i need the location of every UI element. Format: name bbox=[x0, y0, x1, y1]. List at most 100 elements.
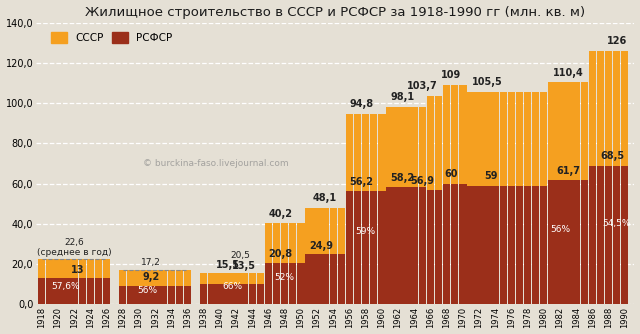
Bar bbox=[346, 191, 353, 304]
Bar bbox=[305, 254, 313, 304]
Text: 103,7: 103,7 bbox=[407, 81, 438, 91]
Text: 105,5: 105,5 bbox=[472, 77, 502, 87]
Bar bbox=[273, 223, 280, 263]
Bar bbox=[580, 82, 588, 180]
Bar bbox=[435, 190, 442, 304]
Bar bbox=[524, 92, 531, 186]
Bar bbox=[467, 186, 475, 304]
Text: 61,7: 61,7 bbox=[556, 166, 580, 176]
Bar bbox=[476, 92, 483, 186]
Bar bbox=[208, 284, 216, 304]
Bar bbox=[168, 270, 175, 286]
Bar bbox=[540, 92, 547, 186]
Bar bbox=[338, 207, 345, 254]
Bar bbox=[378, 191, 385, 304]
Bar bbox=[70, 259, 78, 278]
Bar bbox=[613, 166, 620, 304]
Bar bbox=[305, 207, 313, 254]
Bar bbox=[297, 223, 305, 263]
Bar bbox=[79, 278, 86, 304]
Bar bbox=[483, 186, 491, 304]
Text: 20,8: 20,8 bbox=[269, 249, 292, 259]
Bar bbox=[152, 286, 159, 304]
Bar bbox=[508, 186, 515, 304]
Bar bbox=[540, 186, 547, 304]
Text: 52%: 52% bbox=[275, 273, 294, 282]
Bar bbox=[386, 107, 394, 187]
Text: 56,9: 56,9 bbox=[410, 176, 435, 186]
Text: 48,1: 48,1 bbox=[313, 193, 337, 203]
Bar bbox=[516, 186, 523, 304]
Bar bbox=[38, 259, 45, 278]
Text: 68,5: 68,5 bbox=[600, 151, 625, 161]
Text: 54,5%: 54,5% bbox=[602, 219, 631, 228]
Bar bbox=[257, 273, 264, 284]
Bar bbox=[427, 96, 434, 190]
Bar bbox=[589, 51, 596, 166]
Bar bbox=[127, 286, 134, 304]
Bar bbox=[580, 180, 588, 304]
Bar bbox=[459, 85, 467, 184]
Text: 56%: 56% bbox=[550, 225, 570, 234]
Bar bbox=[572, 180, 580, 304]
Bar bbox=[403, 107, 410, 187]
Bar bbox=[589, 166, 596, 304]
Bar bbox=[281, 263, 289, 304]
Text: © burckina-faso.livejournal.com: © burckina-faso.livejournal.com bbox=[143, 159, 289, 168]
Title: Жилищное строительство в СССР и РСФСР за 1918-1990 гг (млн. кв. м): Жилищное строительство в СССР и РСФСР за… bbox=[85, 6, 586, 19]
Bar bbox=[492, 186, 499, 304]
Bar bbox=[119, 286, 127, 304]
Bar bbox=[103, 259, 110, 278]
Bar bbox=[184, 270, 191, 286]
Bar bbox=[38, 278, 45, 304]
Bar bbox=[354, 114, 361, 191]
Text: 40,2: 40,2 bbox=[269, 209, 292, 219]
Text: 15,5: 15,5 bbox=[216, 260, 240, 270]
Bar bbox=[257, 284, 264, 304]
Bar bbox=[127, 270, 134, 286]
Bar bbox=[321, 207, 329, 254]
Bar bbox=[524, 186, 531, 304]
Text: 109: 109 bbox=[440, 70, 461, 80]
Text: 56%: 56% bbox=[137, 286, 157, 295]
Bar bbox=[394, 107, 402, 187]
Bar bbox=[572, 82, 580, 180]
Text: 57,6%: 57,6% bbox=[52, 282, 81, 291]
Bar bbox=[556, 82, 564, 180]
Bar bbox=[86, 259, 94, 278]
Bar bbox=[483, 92, 491, 186]
Bar bbox=[159, 286, 167, 304]
Bar bbox=[241, 273, 248, 284]
Bar bbox=[159, 270, 167, 286]
Text: 60: 60 bbox=[444, 169, 458, 179]
Bar bbox=[621, 166, 628, 304]
Bar bbox=[79, 259, 86, 278]
Bar bbox=[443, 184, 451, 304]
Bar bbox=[370, 191, 378, 304]
Bar bbox=[54, 259, 61, 278]
Bar bbox=[419, 107, 426, 187]
Bar bbox=[265, 263, 272, 304]
Bar bbox=[435, 96, 442, 190]
Text: 9,2: 9,2 bbox=[143, 272, 160, 282]
Bar bbox=[143, 270, 151, 286]
Bar bbox=[403, 187, 410, 304]
Bar bbox=[548, 82, 556, 180]
Bar bbox=[621, 51, 628, 166]
Bar bbox=[86, 278, 94, 304]
Bar bbox=[175, 286, 183, 304]
Bar bbox=[410, 107, 418, 187]
Bar bbox=[386, 187, 394, 304]
Bar bbox=[216, 273, 223, 284]
Bar bbox=[613, 51, 620, 166]
Bar bbox=[492, 92, 499, 186]
Bar bbox=[354, 191, 361, 304]
Legend: СССР, РСФСР: СССР, РСФСР bbox=[47, 28, 177, 47]
Bar bbox=[216, 284, 223, 304]
Text: 58,2: 58,2 bbox=[390, 173, 414, 183]
Bar bbox=[443, 85, 451, 184]
Bar bbox=[564, 180, 572, 304]
Bar bbox=[330, 207, 337, 254]
Text: 59%: 59% bbox=[356, 227, 376, 236]
Bar bbox=[208, 273, 216, 284]
